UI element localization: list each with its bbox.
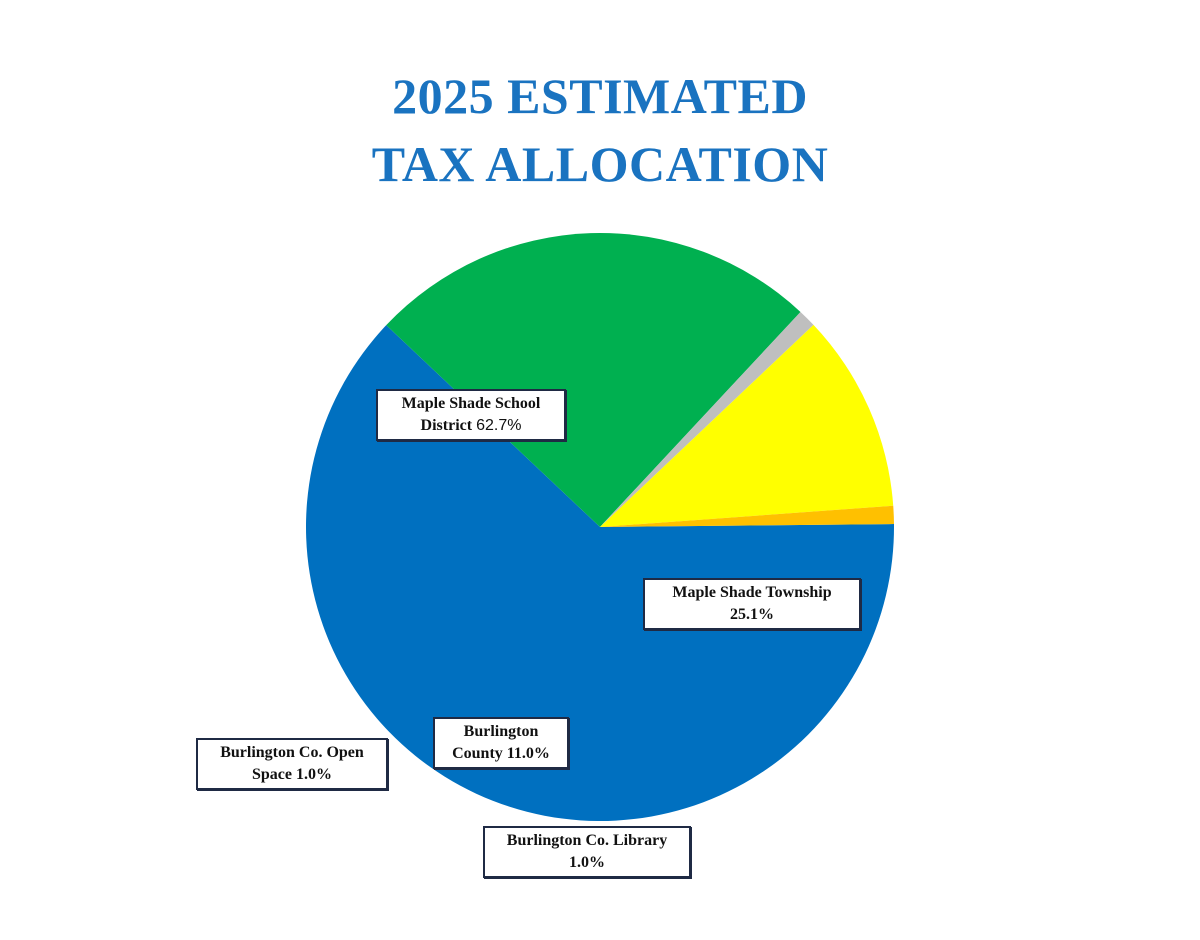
label-open-space-pct: 1.0% — [296, 766, 332, 783]
label-township: Maple Shade Township 25.1% — [643, 578, 861, 630]
slice-school-district — [306, 325, 894, 822]
label-school-district-line1: Maple Shade School — [401, 395, 541, 412]
label-township-line1: Maple Shade Township — [672, 584, 832, 601]
label-school-district-pct: 62.7% — [476, 417, 522, 434]
slice-township — [386, 233, 801, 527]
label-school-district-line2: District — [420, 417, 473, 434]
slice-library — [600, 311, 814, 527]
label-open-space: Burlington Co. Open Space 1.0% — [196, 738, 388, 790]
slice-open-space — [600, 505, 894, 527]
label-county: Burlington County 11.0% — [433, 717, 569, 769]
label-library-line1: Burlington Co. Library — [506, 832, 668, 849]
label-open-space-line2: Space — [252, 766, 292, 783]
label-open-space-line1: Burlington Co. Open — [220, 744, 364, 761]
label-school-district: Maple Shade School District 62.7% — [376, 389, 566, 441]
slice-county — [600, 324, 894, 527]
chart-title: 2025 ESTIMATED TAX ALLOCATION — [0, 62, 1200, 198]
label-county-line1: Burlington — [463, 723, 539, 740]
label-library-pct: 1.0% — [569, 854, 605, 871]
label-library: Burlington Co. Library 1.0% — [483, 826, 691, 878]
chart-title-line1: 2025 ESTIMATED — [392, 68, 808, 124]
label-county-line2: County — [452, 745, 503, 762]
label-county-pct: 11.0% — [506, 745, 550, 762]
label-township-pct: 25.1% — [730, 606, 774, 623]
chart-title-line2: TAX ALLOCATION — [371, 136, 829, 192]
